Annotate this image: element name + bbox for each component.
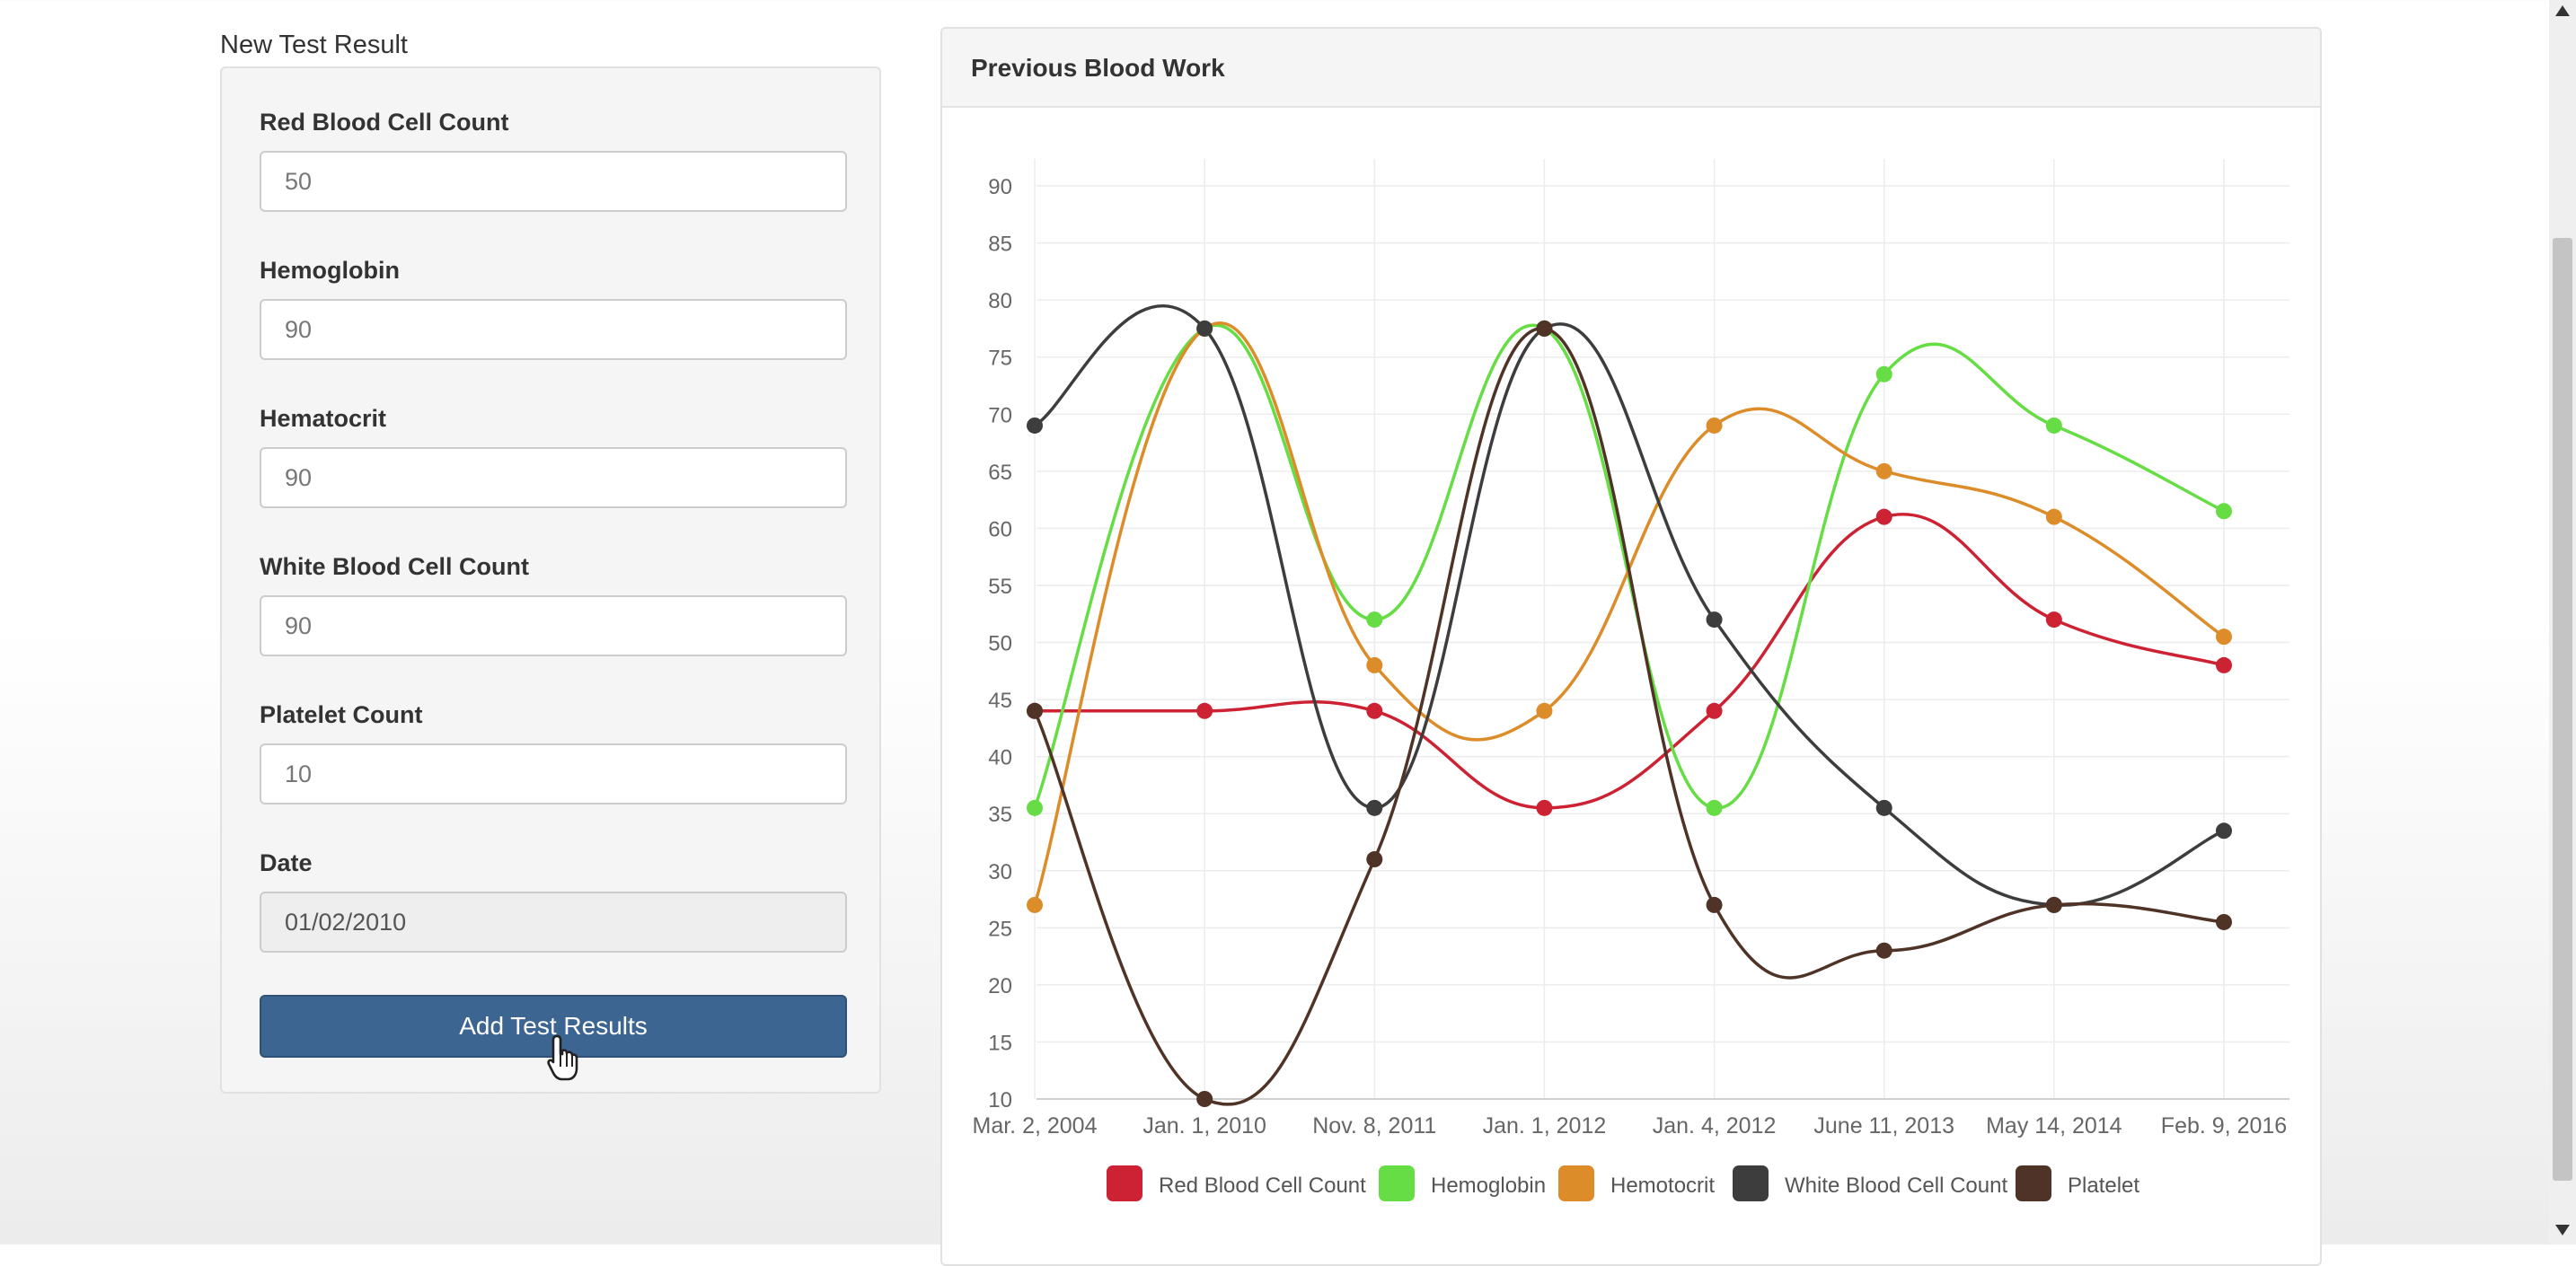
data-point-4-4[interactable] [1706, 896, 1723, 913]
x-tick-label: Jan. 1, 2012 [1483, 1113, 1607, 1139]
hematocrit-label: Hematocrit [260, 405, 387, 432]
data-point-1-0[interactable] [1027, 799, 1043, 816]
x-tick-label: May 14, 2014 [1986, 1113, 2122, 1139]
data-point-2-5[interactable] [1875, 462, 1892, 479]
date-label: Date [260, 849, 313, 876]
hemoglobin-label: Hemoglobin [260, 257, 400, 284]
data-point-0-7[interactable] [2216, 656, 2232, 673]
data-point-1-6[interactable] [2045, 417, 2062, 434]
data-point-4-5[interactable] [1875, 942, 1892, 959]
x-tick-label: Nov. 8, 2011 [1312, 1113, 1436, 1139]
data-point-4-1[interactable] [1196, 1091, 1213, 1107]
scrollbar-thumb[interactable] [2553, 238, 2572, 1181]
data-point-1-5[interactable] [1875, 365, 1892, 382]
legend-swatch-2 [1558, 1165, 1594, 1201]
platelet-count-input[interactable] [260, 743, 847, 804]
rbc-count-input[interactable] [260, 151, 847, 212]
data-point-3-2[interactable] [1366, 799, 1383, 816]
data-point-0-6[interactable] [2045, 611, 2062, 629]
legend-label-3: White Blood Cell Count [1785, 1174, 2007, 1198]
y-tick-label: 10 [988, 1088, 1012, 1112]
x-tick-label: June 11, 2013 [1813, 1113, 1954, 1139]
legend-swatch-3 [1733, 1165, 1769, 1201]
data-point-2-4[interactable] [1706, 417, 1723, 434]
scroll-up-arrow-icon[interactable] [2554, 4, 2572, 18]
y-tick-label: 45 [988, 689, 1012, 713]
data-point-2-7[interactable] [2216, 629, 2232, 646]
series-line-3 [1034, 303, 2225, 907]
blood-work-line-chart: 10 15 20 25 30 35 40 45 50 55 60 65 70 75 80 85 90 Mar. 2… [973, 159, 2289, 1201]
data-point-3-7[interactable] [2216, 822, 2232, 840]
new-test-result-form: Red Blood Cell Count Hemoglobin Hematocr… [220, 66, 881, 1094]
data-point-3-1[interactable] [1196, 320, 1213, 337]
data-point-2-2[interactable] [1366, 656, 1383, 673]
scroll-down-arrow-icon[interactable] [2554, 1223, 2572, 1237]
hematocrit-input[interactable] [260, 447, 847, 508]
chart-panel-title: Previous Blood Work [942, 29, 2320, 108]
y-tick-label: 35 [988, 803, 1012, 827]
data-point-2-6[interactable] [2045, 508, 2062, 525]
data-point-2-0[interactable] [1027, 896, 1043, 913]
legend-swatch-4 [2016, 1165, 2051, 1201]
data-point-1-2[interactable] [1366, 611, 1383, 629]
series-line-2 [1033, 321, 2226, 906]
y-tick-label: 85 [988, 233, 1012, 257]
data-point-3-5[interactable] [1875, 799, 1892, 816]
y-tick-label: 50 [988, 632, 1012, 656]
y-tick-label: 60 [988, 517, 1012, 541]
y-tick-label: 65 [988, 461, 1012, 485]
previous-blood-work-panel: Previous Blood Work 10 15 20 25 30 35 40 45 50 55… [940, 27, 2322, 1266]
data-point-2-3[interactable] [1536, 702, 1553, 719]
y-tick-label: 40 [988, 746, 1012, 770]
data-point-0-2[interactable] [1366, 702, 1383, 719]
wbc-count-input[interactable] [260, 595, 847, 656]
x-tick-label: Mar. 2, 2004 [973, 1113, 1098, 1139]
data-point-1-7[interactable] [2216, 503, 2232, 520]
hand-cursor-icon [547, 1034, 578, 1081]
date-input[interactable] [260, 892, 847, 953]
data-point-0-5[interactable] [1875, 508, 1892, 525]
legend-swatch-1 [1379, 1165, 1415, 1201]
data-point-0-1[interactable] [1196, 702, 1213, 719]
chart-gridlines [1034, 159, 2289, 1100]
legend-swatch-0 [1107, 1165, 1142, 1201]
y-tick-label: 55 [988, 575, 1012, 599]
x-tick-label: Feb. 9, 2016 [2161, 1113, 2287, 1139]
data-point-4-7[interactable] [2216, 913, 2232, 930]
legend-label-0: Red Blood Cell Count [1159, 1174, 1366, 1198]
data-point-0-3[interactable] [1536, 799, 1553, 816]
series-line-0 [1035, 513, 2225, 810]
y-tick-label: 70 [988, 403, 1012, 427]
data-point-4-6[interactable] [2045, 896, 2062, 913]
legend-label-4: Platelet [2068, 1174, 2139, 1198]
x-tick-label: Jan. 4, 2012 [1653, 1113, 1777, 1139]
data-point-3-0[interactable] [1027, 417, 1043, 434]
series-line-4 [1033, 327, 2225, 1106]
form-title: New Test Result [220, 31, 408, 59]
data-point-0-4[interactable] [1706, 702, 1723, 719]
data-point-4-2[interactable] [1366, 851, 1383, 868]
legend-label-1: Hemoglobin [1431, 1174, 1546, 1198]
legend-label-2: Hemotocrit [1610, 1174, 1715, 1198]
data-point-4-3[interactable] [1536, 320, 1553, 337]
y-tick-label: 20 [988, 974, 1012, 998]
y-tick-label: 75 [988, 347, 1012, 371]
hemoglobin-input[interactable] [260, 299, 847, 360]
y-tick-label: 30 [988, 860, 1012, 884]
y-tick-label: 90 [988, 175, 1012, 199]
y-tick-label: 15 [988, 1031, 1012, 1055]
y-tick-label: 25 [988, 917, 1012, 941]
x-tick-label: Jan. 1, 2010 [1142, 1113, 1266, 1139]
data-point-4-0[interactable] [1027, 702, 1043, 719]
y-tick-label: 80 [988, 289, 1012, 313]
wbc-count-label: White Blood Cell Count [260, 553, 529, 580]
rbc-count-label: Red Blood Cell Count [260, 109, 509, 136]
data-point-1-4[interactable] [1706, 799, 1723, 816]
data-point-3-4[interactable] [1706, 611, 1723, 629]
platelet-count-label: Platelet Count [260, 701, 423, 728]
